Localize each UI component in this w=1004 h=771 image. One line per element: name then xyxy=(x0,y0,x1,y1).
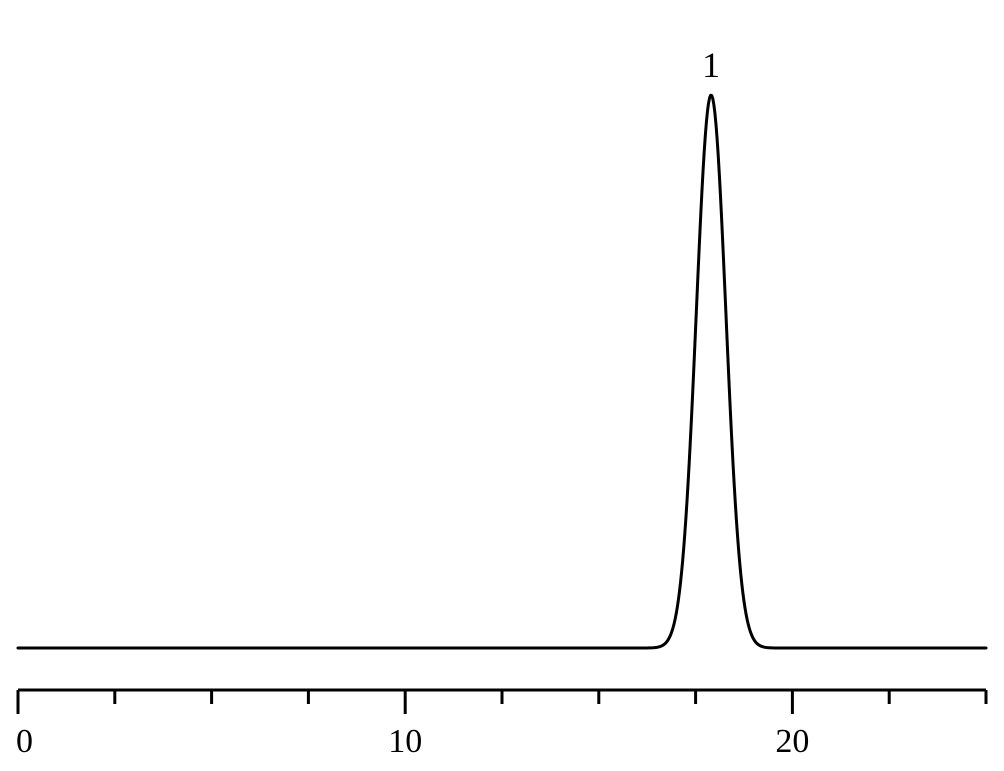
x-tick-label: 20 xyxy=(775,723,809,760)
x-tick-label: 10 xyxy=(388,723,422,760)
chromatogram-svg: 0 10 20 1 xyxy=(0,0,1004,771)
chart-background xyxy=(0,0,1004,771)
x-tick-label: 0 xyxy=(16,723,33,760)
chromatogram-chart: 0 10 20 1 xyxy=(0,0,1004,771)
peak-label: 1 xyxy=(702,45,720,85)
